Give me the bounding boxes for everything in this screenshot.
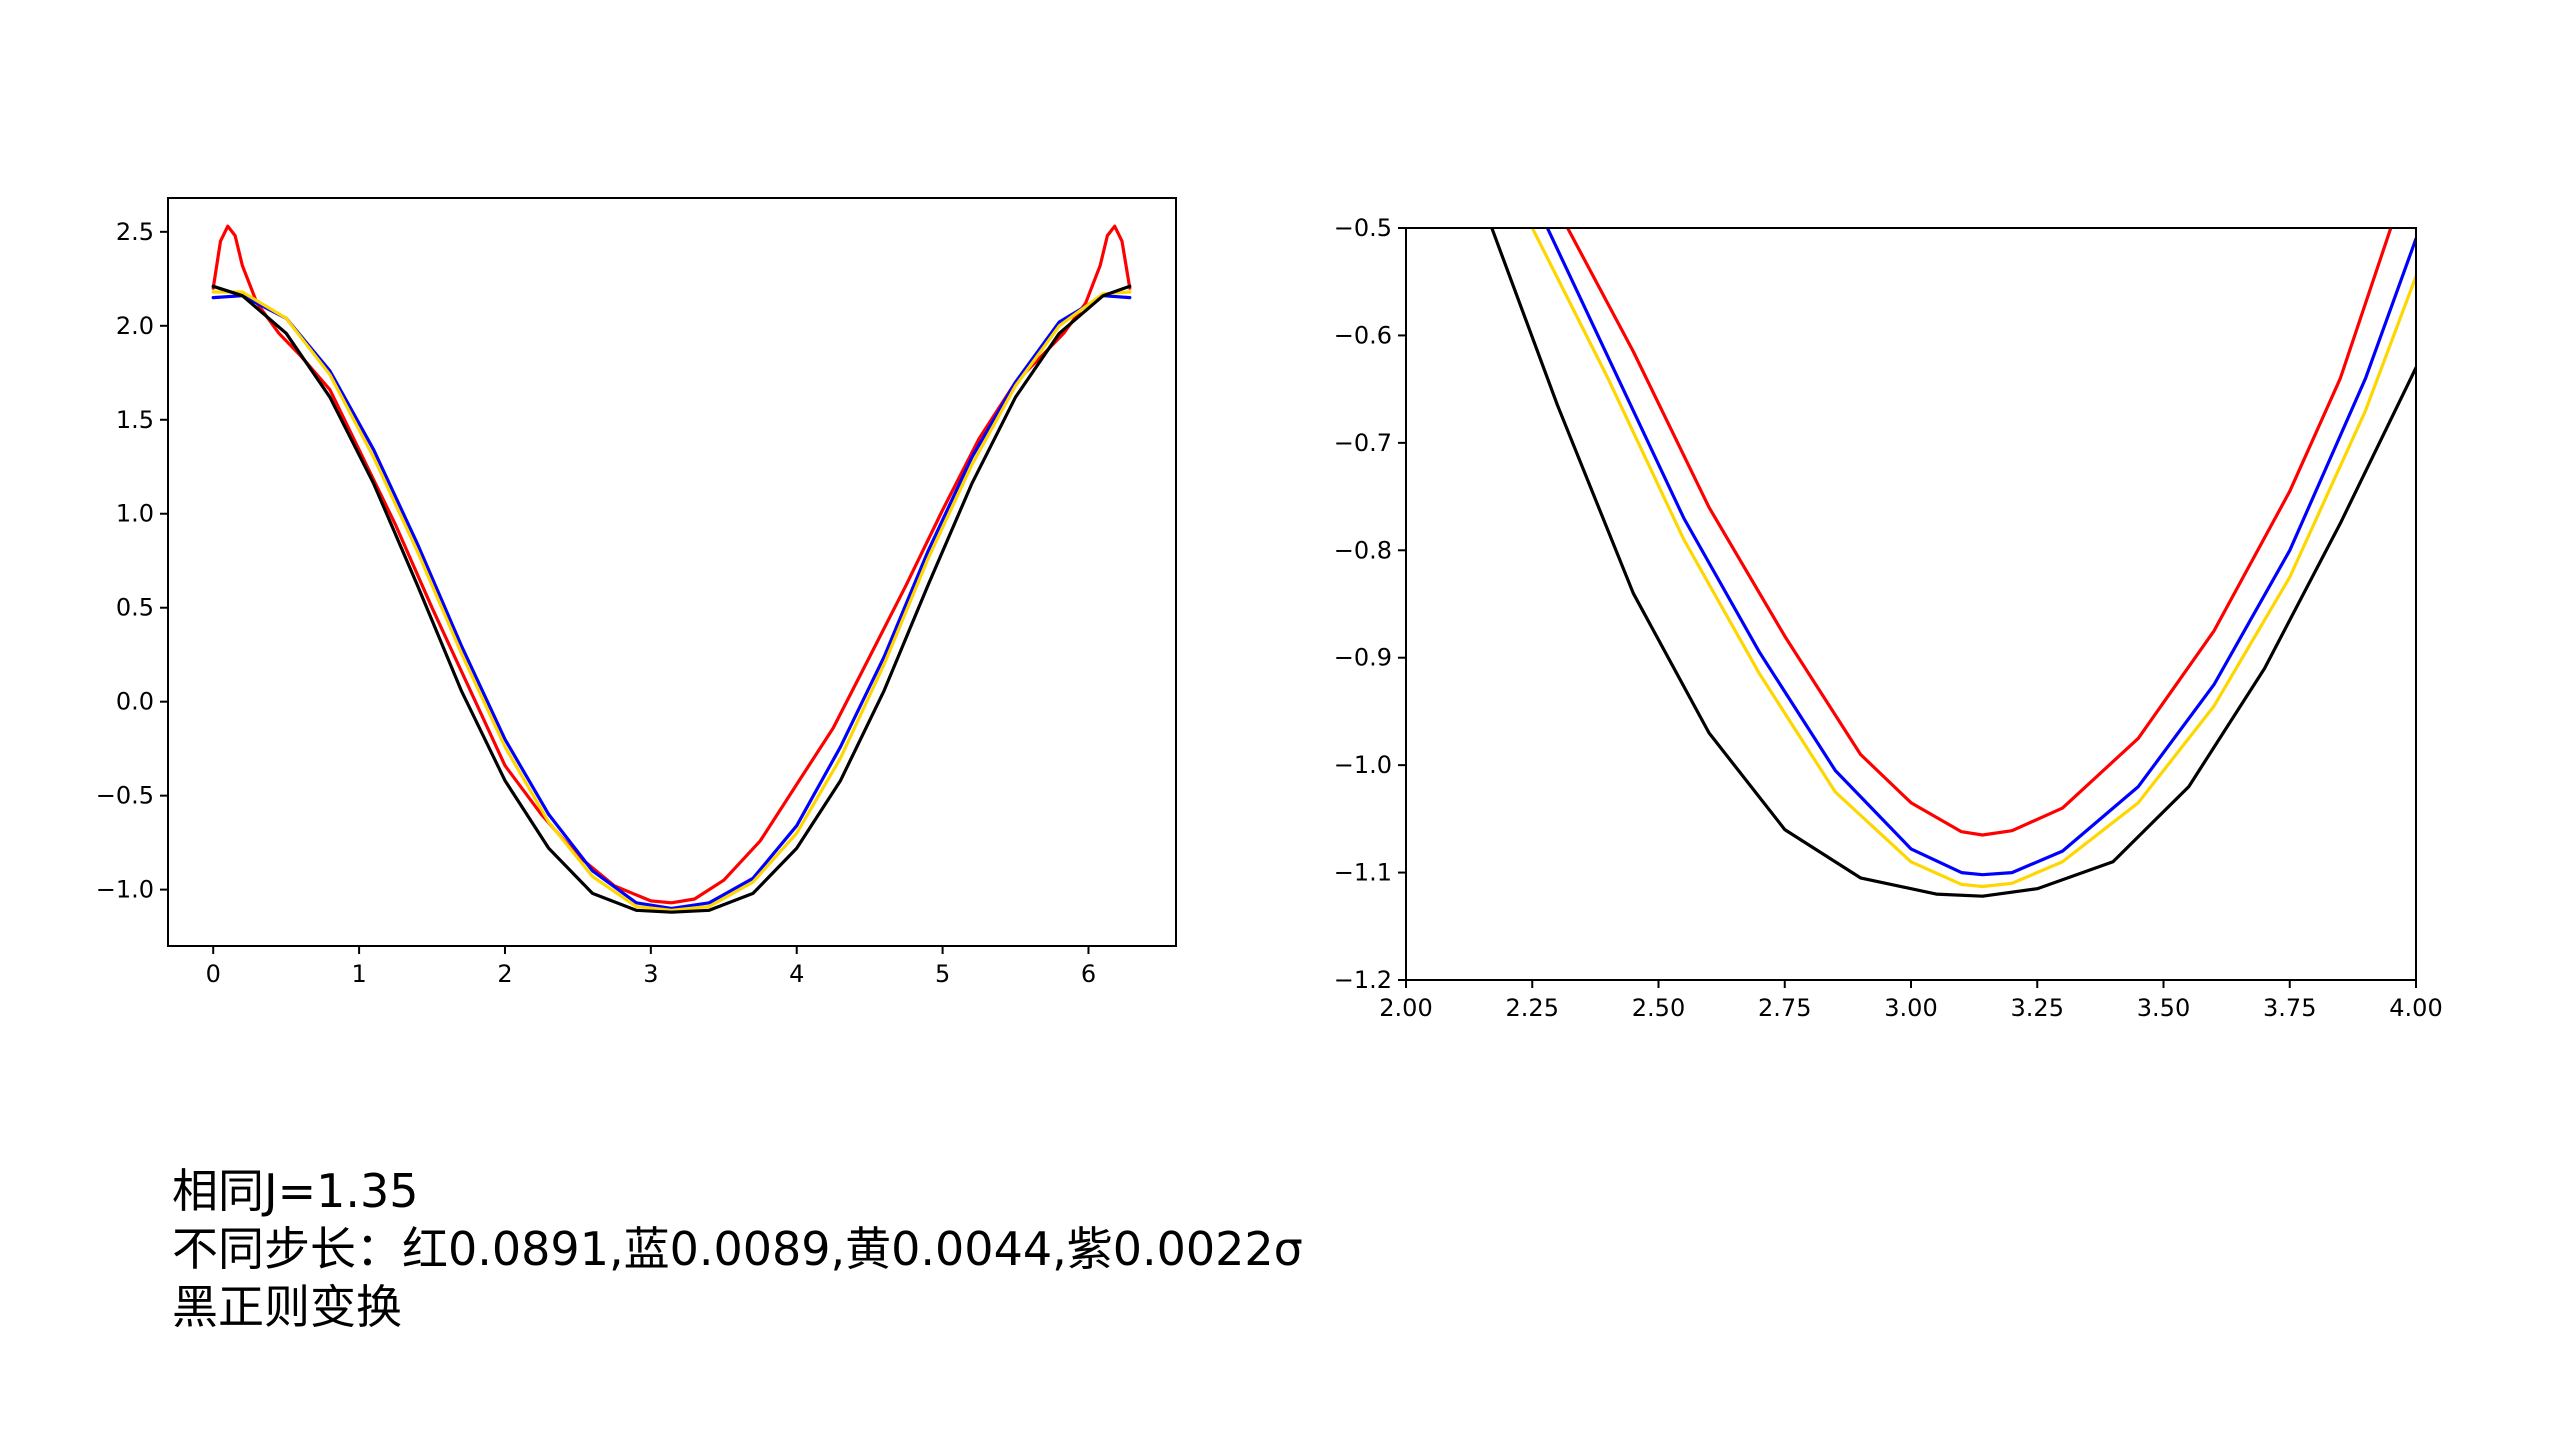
caption-line-2: 不同步长：红0.0891,蓝0.0089,黄0.0044,紫0.0022σ <box>172 1222 1303 1276</box>
plot-frame <box>1405 227 2417 981</box>
y-tick-label: −0.7 <box>1334 429 1392 457</box>
series-group <box>211 224 1132 914</box>
x-tick-label: 3.00 <box>1884 994 1937 1022</box>
x-tick-label: 0 <box>206 960 221 988</box>
x-tick-label: 4.00 <box>2389 994 2442 1022</box>
y-tick-label: 1.5 <box>116 406 154 434</box>
y-tick-label: 1.0 <box>116 500 154 528</box>
y-tick-label: −1.0 <box>96 876 154 904</box>
x-tick-label: 2 <box>497 960 512 988</box>
series-line-1 <box>1545 228 2416 877</box>
series-line-0 <box>1566 228 2393 837</box>
plot-frame <box>167 197 1177 947</box>
y-tick-label: 2.0 <box>116 312 154 340</box>
series-line-0 <box>211 224 1132 905</box>
x-tick-label: 2.50 <box>1632 994 1685 1022</box>
y-tick-label: −1.1 <box>1334 859 1392 887</box>
x-tick-label: 1 <box>351 960 366 988</box>
x-tick-label: 2.25 <box>1506 994 1559 1022</box>
series-line-2 <box>211 290 1132 912</box>
y-tick-label: −1.0 <box>1334 751 1392 779</box>
y-tick-label: 0.0 <box>116 688 154 716</box>
y-tick-label: 2.5 <box>116 218 154 246</box>
series-group <box>1490 228 2416 898</box>
series-line-1 <box>211 294 1132 910</box>
series-line-3 <box>1490 228 2416 898</box>
y-tick-label: −0.5 <box>1334 214 1392 242</box>
x-tick-label: 3.75 <box>2263 994 2316 1022</box>
y-tick-label: −0.6 <box>1334 321 1392 349</box>
series-line-3 <box>211 284 1132 914</box>
y-tick-label: 0.5 <box>116 594 154 622</box>
y-tick-label: −0.8 <box>1334 536 1392 564</box>
x-tick-label: 2.75 <box>1758 994 1811 1022</box>
y-tick-label: −0.5 <box>96 782 154 810</box>
y-tick-label: −1.2 <box>1334 966 1392 994</box>
x-tick-label: 3.50 <box>2137 994 2190 1022</box>
x-tick-label: 5 <box>935 960 950 988</box>
right-zoom-chart: 2.00 2.25 2.50 2.75 3.00 3.25 3.50 3.75 4.00 −1.2… <box>1334 214 2443 1022</box>
caption-line-1: 相同J=1.35 <box>172 1164 419 1218</box>
x-tick-label: 4 <box>789 960 804 988</box>
caption-block: 相同J=1.35 不同步长：红0.0891,蓝0.0089,黄0.0044,紫0… <box>172 1162 1303 1336</box>
x-tick-label: 2.00 <box>1379 994 1432 1022</box>
x-tick-label: 3 <box>643 960 658 988</box>
caption-line-3: 黑正则变换 <box>172 1280 402 1334</box>
y-tick-label: −0.9 <box>1334 644 1392 672</box>
x-tick-label: 3.25 <box>2011 994 2064 1022</box>
series-line-2 <box>1530 228 2416 889</box>
left-chart: 0 1 2 3 4 5 6 −1.0 −0.5 0.0 0.5 1.0 1.5 2.0 2.5 <box>96 197 1177 988</box>
x-tick-label: 6 <box>1081 960 1096 988</box>
